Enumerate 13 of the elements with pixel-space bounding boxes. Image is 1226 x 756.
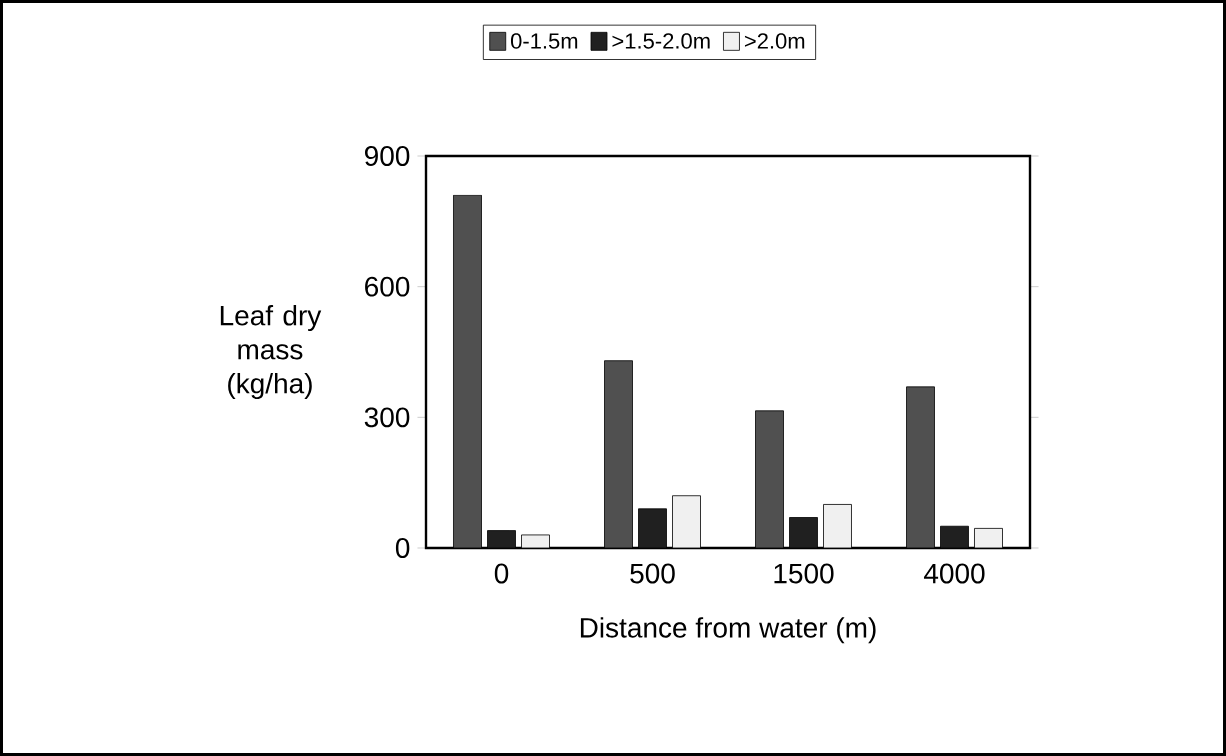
y-axis-title: Leaf dry mass (kg/ha)	[220, 304, 322, 400]
y-tick-label: 0	[395, 538, 410, 558]
y-tick-label: 300	[364, 407, 410, 428]
x-tick-label: 0	[494, 563, 509, 584]
legend-label: >2.0m	[744, 33, 805, 49]
y-tick-label: 900	[365, 146, 410, 166]
legend-label: >1.5-2.0m	[612, 33, 710, 49]
x-tick-label: 500	[630, 563, 675, 584]
x-tick-label: 4000	[923, 563, 985, 584]
legend-label: 0-1.5m	[510, 33, 578, 49]
y-tick-label: 600	[365, 276, 410, 297]
x-tick-label: 1500	[774, 563, 834, 584]
x-axis-title: Distance from water (m)	[580, 617, 876, 644]
